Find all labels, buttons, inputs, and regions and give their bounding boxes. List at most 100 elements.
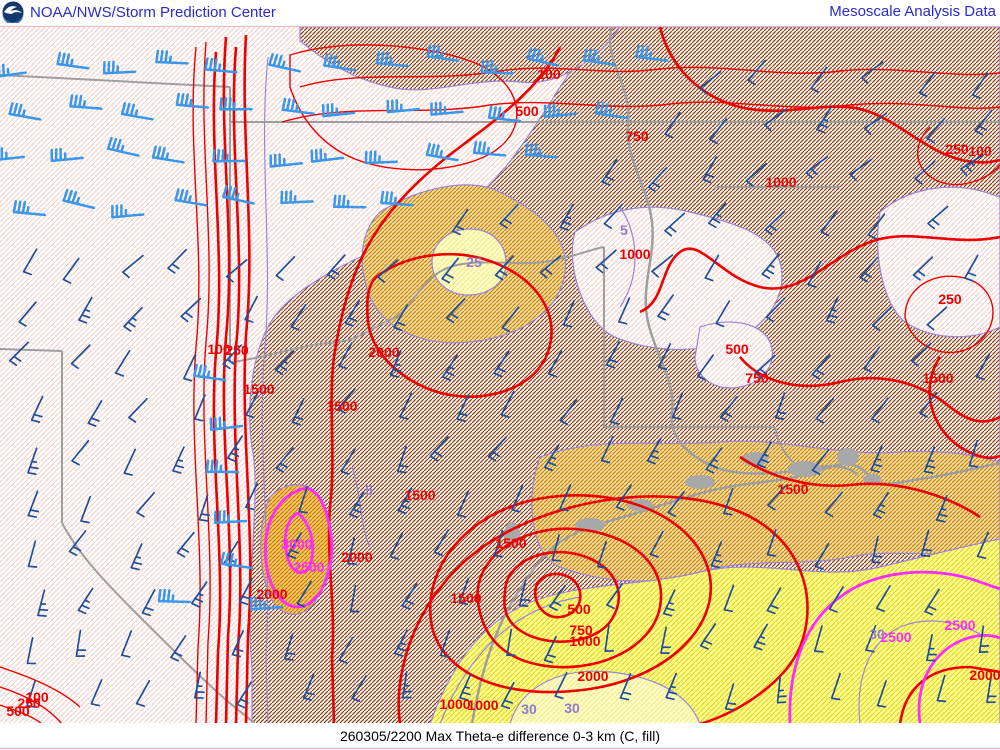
wind-barb-jet	[487, 105, 522, 123]
wind-barb	[326, 254, 346, 280]
wind-barb	[506, 628, 516, 657]
wind-barb-jet	[480, 59, 515, 75]
red-river	[231, 246, 605, 363]
wind-barb	[562, 300, 575, 328]
wind-barb	[176, 531, 195, 558]
wind-barb	[193, 394, 206, 422]
wind-barb-jet	[249, 596, 284, 611]
wind-barb	[603, 203, 623, 229]
wind-barb	[167, 248, 188, 274]
wind-barb	[136, 491, 155, 518]
wind-barb	[245, 391, 260, 419]
wind-barb-jet	[635, 44, 669, 62]
wind-barb	[924, 588, 940, 616]
wind-barb-jet	[375, 50, 409, 68]
page-header: NOAA/NWS/Storm Prediction Center Mesosca…	[0, 0, 1000, 26]
wind-barb	[70, 344, 91, 370]
wind-barb	[667, 491, 685, 518]
wind-barb	[487, 436, 507, 462]
rio-grande-river	[61, 522, 256, 725]
wind-barb	[617, 297, 631, 325]
contour-label-2500: 2500	[944, 617, 975, 633]
wind-barb	[867, 213, 886, 240]
wind-barb	[399, 392, 413, 420]
wind-barb	[715, 300, 731, 328]
wind-barb	[397, 487, 413, 515]
wind-barb	[968, 439, 979, 468]
wind-barb	[619, 673, 632, 701]
wind-barb	[441, 257, 460, 284]
wind-barb	[275, 256, 296, 281]
wind-barb	[128, 397, 148, 423]
wind-barb-jet	[212, 149, 246, 163]
contour-label-1500: 1500	[326, 398, 357, 414]
wind-barb	[518, 579, 530, 607]
contour-label-500: 500	[725, 341, 749, 357]
wind-barb	[493, 350, 510, 378]
contour-label-250: 250	[225, 342, 249, 358]
wind-barb-jet	[364, 150, 399, 165]
wind-barb	[605, 341, 621, 369]
wind-barb	[600, 436, 614, 464]
contour-label-3000: 3000	[281, 536, 312, 552]
wind-barb	[401, 671, 413, 699]
mesoscale-analysis-link[interactable]: Mesoscale Analysis Data	[829, 3, 996, 20]
state-borders	[0, 26, 1000, 725]
wind-barb	[910, 342, 932, 367]
wind-barb	[231, 630, 244, 658]
wind-barb-jet	[582, 48, 616, 66]
wind-barb	[753, 623, 769, 651]
wind-barb-jet	[220, 551, 254, 570]
wind-barb	[606, 583, 624, 610]
contour-label-500: 500	[515, 103, 539, 119]
wind-barb	[238, 577, 253, 606]
wind-barb	[244, 482, 258, 511]
fill-light-pocket-small	[694, 321, 773, 389]
contour-label-2500: 2500	[293, 559, 324, 575]
wind-barb	[501, 306, 520, 333]
wind-barb	[198, 494, 211, 522]
fill-light-pocket-central	[571, 206, 783, 350]
wind-barb	[77, 587, 94, 615]
wind-barb-jet	[269, 153, 303, 168]
wind-barb-jet	[472, 140, 507, 157]
wind-barb	[121, 254, 144, 279]
wind-barb-jet	[56, 51, 90, 70]
wind-barb	[763, 108, 787, 132]
contour-label-750: 750	[569, 622, 593, 638]
wind-barb-jet	[524, 142, 558, 159]
wind-barb	[456, 490, 470, 518]
wind-barb	[377, 259, 399, 283]
wind-barb	[710, 540, 723, 569]
wind-barb	[860, 61, 884, 84]
wind-barb-field	[0, 44, 997, 711]
wind-barb-jet	[8, 102, 42, 121]
wind-barb	[458, 577, 470, 606]
contour-label-2000: 2000	[577, 668, 608, 684]
wind-barb	[180, 297, 202, 323]
wind-barb	[193, 671, 205, 699]
wind-barb	[337, 388, 356, 414]
contour-label-1500: 1500	[450, 590, 481, 606]
wind-barb	[875, 585, 891, 613]
wind-barb-jet	[332, 194, 367, 209]
wind-barb	[172, 446, 185, 474]
wind-barb-jet	[111, 204, 145, 219]
contour-label-100: 100	[25, 689, 49, 705]
wind-barb	[596, 541, 607, 569]
wind-barb	[222, 344, 243, 370]
wind-barb	[776, 675, 787, 704]
wind-barb	[811, 354, 831, 380]
wind-barb	[22, 248, 38, 276]
wind-barb	[296, 580, 312, 608]
wind-barb	[27, 540, 38, 568]
wind-barb	[871, 306, 893, 331]
wind-barb	[649, 530, 664, 558]
wind-barb-jet	[219, 97, 253, 111]
contour-label-25: 25	[466, 254, 482, 270]
contour-label-500: 500	[6, 703, 30, 719]
mesoanalysis-map: 100 500 750 250 100 1000 1000 250 500 750 1500 100 2…	[0, 26, 1000, 726]
wind-barb	[274, 350, 295, 376]
spc-home-link[interactable]: NOAA/NWS/Storm Prediction Center	[30, 3, 276, 21]
wind-barb	[662, 589, 676, 617]
